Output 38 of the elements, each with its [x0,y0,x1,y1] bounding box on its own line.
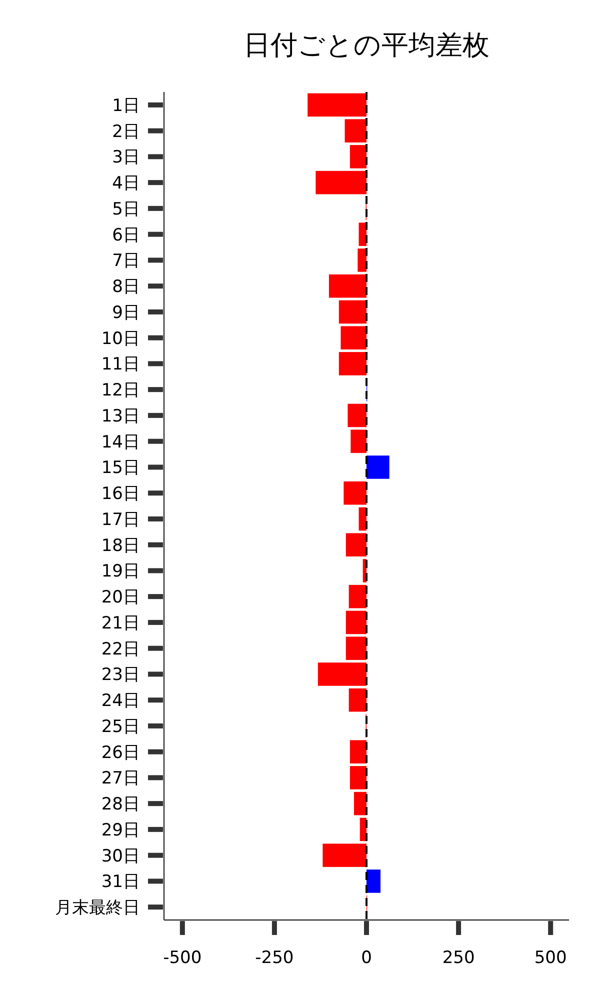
chart-title: 日付ごとの平均差枚 [244,30,490,61]
y-tick-label: 13日 [101,406,140,426]
y-tick-label: 6日 [112,225,140,246]
y-tick-label: 9日 [112,302,140,323]
y-tick-label: 11日 [101,354,140,375]
y-tick-label: 17日 [101,510,140,530]
y-tick-label: 12日 [101,380,140,401]
y-tick-label: 16日 [101,484,140,504]
y-tick-label: 30日 [101,846,140,866]
y-tick-label: 5日 [112,199,140,220]
y-tick-label: 2日 [112,122,140,142]
y-tick-label: 23日 [101,665,140,686]
y-tick-label: 28日 [101,794,140,815]
y-tick-label: 20日 [101,588,140,608]
y-tick-label: 22日 [101,639,140,660]
y-tick-label: 14日 [101,432,140,452]
y-tick-label: 3日 [112,148,140,168]
y-tick-label: 1日 [112,96,140,116]
y-tick-label: 21日 [101,613,140,634]
y-tick-label: 4日 [112,174,140,194]
y-tick-label: 18日 [101,536,140,556]
y-tick-label: 15日 [101,458,140,478]
y-tick-label: 7日 [112,251,140,272]
y-tick-label: 25日 [101,716,140,737]
x-tick-label: -250 [255,948,294,968]
x-tick-label: 0 [361,948,372,968]
y-tick-label: 26日 [101,742,140,763]
y-tick-label: 8日 [112,277,140,298]
x-tick-label: 500 [534,948,567,968]
y-tick-label: 29日 [101,820,140,840]
y-tick-label: 月末最終日 [55,898,140,918]
y-tick-label: 31日 [101,872,140,892]
x-tick-label: -500 [163,948,202,968]
y-tick-label: 10日 [101,328,140,349]
y-tick-label: 27日 [101,768,140,789]
y-tick-label: 24日 [101,691,140,712]
x-tick-label: 250 [442,948,475,968]
y-tick-label: 19日 [101,562,140,582]
